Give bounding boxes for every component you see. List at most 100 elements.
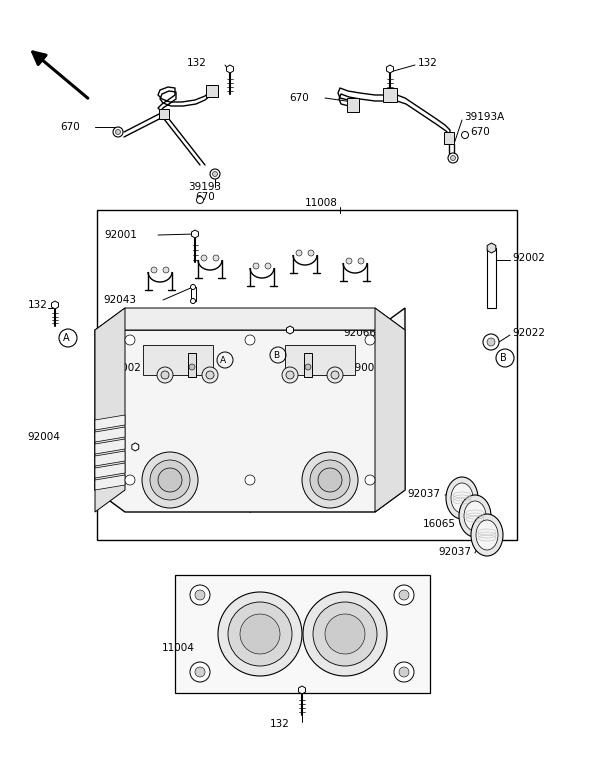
Ellipse shape (464, 501, 486, 531)
Circle shape (305, 364, 311, 370)
Circle shape (265, 263, 271, 269)
Bar (487, 248, 496, 308)
Bar (206, 85, 218, 97)
Polygon shape (375, 308, 405, 512)
Circle shape (394, 662, 414, 682)
Circle shape (308, 250, 314, 256)
Circle shape (365, 335, 375, 345)
Circle shape (191, 299, 196, 303)
Circle shape (365, 475, 375, 485)
Circle shape (218, 592, 302, 676)
Circle shape (201, 255, 207, 261)
Circle shape (189, 364, 195, 370)
Polygon shape (95, 475, 125, 490)
Circle shape (161, 371, 169, 379)
Polygon shape (52, 301, 58, 309)
Circle shape (202, 367, 218, 383)
Polygon shape (122, 328, 400, 350)
Text: 132: 132 (270, 719, 290, 729)
Polygon shape (95, 463, 125, 478)
Text: 11004: 11004 (162, 643, 195, 653)
Circle shape (157, 367, 173, 383)
Text: 39193A: 39193A (464, 112, 504, 122)
Text: 92066: 92066 (343, 328, 376, 338)
Bar (285, 345, 355, 375)
Text: 16065: 16065 (423, 519, 456, 529)
Text: 49002: 49002 (108, 363, 141, 373)
Text: 92022: 92022 (512, 328, 545, 338)
Bar (143, 345, 213, 375)
Circle shape (451, 156, 455, 160)
Text: 92037: 92037 (407, 489, 440, 499)
Text: 132: 132 (187, 58, 207, 68)
Text: 92002: 92002 (512, 253, 545, 263)
Polygon shape (95, 308, 125, 512)
Text: Parts
Republik: Parts Republik (143, 385, 367, 475)
Circle shape (113, 127, 123, 137)
Text: 670: 670 (195, 192, 215, 202)
Circle shape (206, 371, 214, 379)
Polygon shape (299, 686, 305, 694)
Circle shape (399, 590, 409, 600)
Polygon shape (95, 308, 405, 330)
Circle shape (331, 371, 339, 379)
Bar (175, 575, 430, 693)
Polygon shape (287, 326, 293, 334)
Polygon shape (487, 243, 496, 253)
Polygon shape (227, 65, 233, 73)
Circle shape (461, 131, 469, 138)
Circle shape (163, 267, 169, 273)
Ellipse shape (471, 514, 503, 556)
Circle shape (158, 468, 182, 492)
Text: A: A (62, 333, 70, 343)
Text: 92043: 92043 (103, 295, 136, 305)
Circle shape (245, 335, 255, 345)
Text: 670: 670 (60, 122, 80, 132)
Circle shape (327, 367, 343, 383)
Circle shape (358, 258, 364, 264)
Text: 92037: 92037 (438, 547, 471, 557)
Circle shape (212, 171, 218, 177)
Circle shape (151, 267, 157, 273)
Text: A: A (220, 356, 226, 365)
Circle shape (310, 460, 350, 500)
Circle shape (302, 452, 358, 508)
Circle shape (286, 371, 294, 379)
Ellipse shape (446, 477, 478, 519)
Circle shape (115, 129, 121, 135)
Circle shape (318, 328, 382, 392)
Text: 39193: 39193 (188, 182, 221, 192)
Polygon shape (95, 451, 125, 466)
Bar (347, 98, 359, 112)
Circle shape (191, 285, 196, 289)
Circle shape (125, 475, 135, 485)
Circle shape (296, 250, 302, 256)
Circle shape (228, 602, 292, 666)
Circle shape (303, 592, 387, 676)
Circle shape (318, 468, 342, 492)
Polygon shape (132, 443, 139, 451)
Circle shape (483, 334, 499, 350)
Text: 92004: 92004 (27, 432, 60, 442)
Text: 132: 132 (418, 58, 438, 68)
Polygon shape (386, 65, 394, 73)
Circle shape (197, 197, 203, 204)
Text: 49002: 49002 (348, 363, 381, 373)
Ellipse shape (451, 483, 473, 513)
Polygon shape (191, 230, 199, 238)
Circle shape (253, 263, 259, 269)
Text: B: B (500, 353, 506, 363)
Polygon shape (95, 439, 125, 454)
Text: B: B (273, 351, 279, 359)
Circle shape (245, 475, 255, 485)
Ellipse shape (476, 520, 498, 550)
Ellipse shape (459, 495, 491, 537)
Circle shape (325, 614, 365, 654)
Text: 11008: 11008 (305, 198, 338, 208)
Bar (159, 109, 169, 119)
Text: 92001: 92001 (104, 230, 137, 240)
Text: 670: 670 (470, 127, 490, 137)
Circle shape (190, 585, 210, 605)
Circle shape (313, 602, 377, 666)
Circle shape (195, 590, 205, 600)
